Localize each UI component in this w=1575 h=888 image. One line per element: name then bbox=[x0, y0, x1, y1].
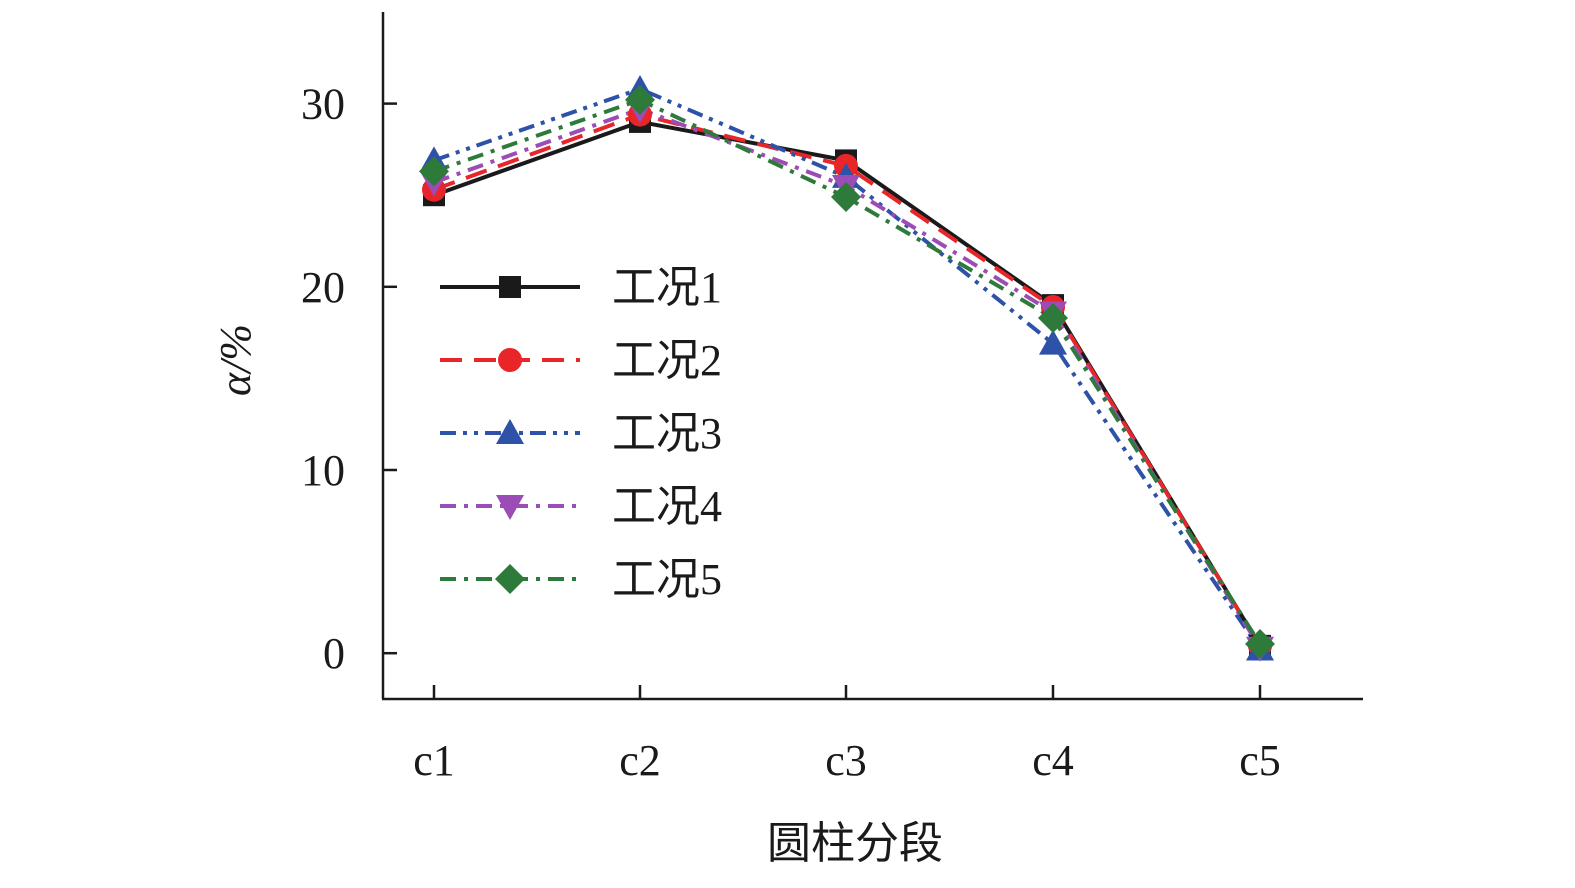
legend-marker-2 bbox=[498, 348, 522, 372]
x-tick-label: c3 bbox=[825, 736, 867, 785]
x-tick-label: c2 bbox=[619, 736, 661, 785]
legend-marker-5 bbox=[495, 564, 525, 594]
y-tick-label: 10 bbox=[301, 446, 345, 495]
legend-label-3: 工况3 bbox=[612, 409, 722, 458]
legend-label-2: 工况2 bbox=[612, 336, 722, 385]
legend-marker-4 bbox=[496, 495, 524, 520]
data-point-series-5 bbox=[1245, 629, 1275, 660]
legend: 工况1 工况2 工况3 工况4 工况5 bbox=[440, 263, 722, 604]
y-tick-label: 20 bbox=[301, 263, 345, 312]
y-axis-title: α/% bbox=[211, 324, 260, 396]
series-line-2 bbox=[433, 112, 1262, 647]
data-point-series-5 bbox=[831, 182, 861, 213]
data-point-series-5 bbox=[419, 156, 449, 187]
x-tick-label: c4 bbox=[1032, 736, 1074, 785]
legend-label-4: 工况4 bbox=[612, 482, 722, 531]
x-axis-title: 圆柱分段 bbox=[767, 819, 943, 868]
series-group bbox=[419, 74, 1275, 662]
data-point-series-5 bbox=[625, 84, 655, 115]
data-point-series-5 bbox=[1038, 302, 1068, 333]
legend-marker-3 bbox=[496, 419, 524, 444]
legend-label-5: 工况5 bbox=[612, 555, 722, 604]
x-tick-label: c1 bbox=[413, 736, 455, 785]
axes: 0 10 20 30 c1 c2 c3 c4 c5 bbox=[301, 12, 1363, 785]
y-tick-label: 0 bbox=[323, 629, 345, 678]
legend-label-1: 工况1 bbox=[612, 263, 722, 312]
data-point-series-3 bbox=[1039, 329, 1067, 355]
x-tick-label: c5 bbox=[1239, 736, 1281, 785]
y-tick-label: 30 bbox=[301, 80, 345, 129]
legend-marker-1 bbox=[499, 276, 521, 298]
